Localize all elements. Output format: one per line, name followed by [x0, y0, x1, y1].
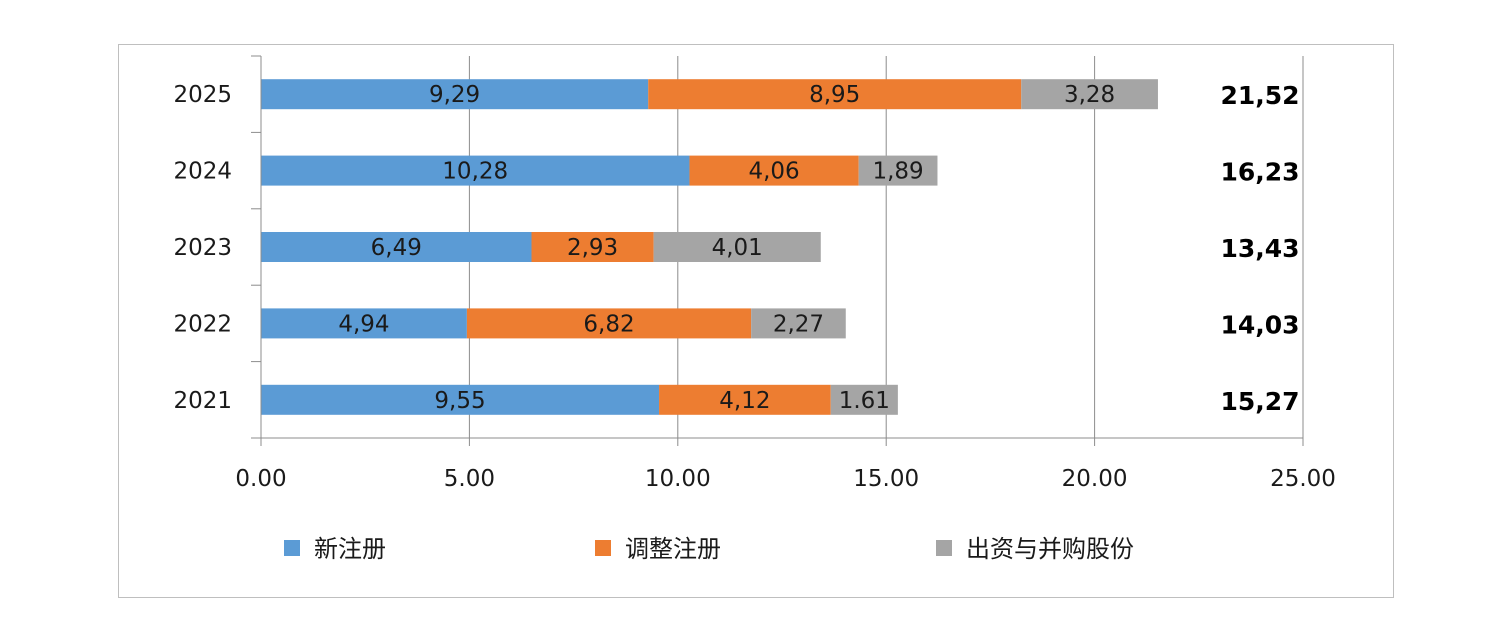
bar-segment — [830, 384, 898, 415]
data-label: 4,12 — [719, 388, 770, 414]
legend: 新注册 调整注册 出资与并购股份 — [284, 535, 1134, 563]
bar-segment — [648, 79, 1022, 110]
x-tick-label: 0.00 — [235, 466, 286, 492]
bar-segment — [858, 155, 938, 186]
data-label: 9,55 — [434, 388, 485, 414]
data-labels: 9,29 8,95 3,28 10,28 4,06 1,89 6,49 2,93 4,01 4,9… — [338, 82, 1115, 414]
legend-swatch — [284, 540, 300, 556]
total-label: 13,43 — [1220, 234, 1299, 263]
x-tick-label: 10.00 — [645, 466, 711, 492]
total-label: 21,52 — [1220, 81, 1299, 110]
bar-segment — [466, 308, 752, 339]
data-label: 10,28 — [442, 159, 508, 185]
category-tick-label: 2021 — [173, 388, 232, 414]
data-label: 2,93 — [567, 235, 618, 261]
data-label: 1,89 — [872, 159, 923, 185]
bar-segment — [261, 308, 467, 339]
data-label: 4,94 — [338, 311, 389, 337]
data-label: 4,01 — [712, 235, 763, 261]
legend-swatch — [936, 540, 952, 556]
total-label: 16,23 — [1220, 158, 1299, 187]
data-label: 9,29 — [429, 82, 480, 108]
x-tick-label: 15.00 — [853, 466, 919, 492]
bar-segment — [689, 155, 859, 186]
bar-segment — [261, 384, 660, 415]
bar-segment — [531, 232, 654, 262]
legend-label: 调整注册 — [625, 535, 721, 563]
axes: 2025 2024 2023 2022 2021 0.00 5.00 10.00 15.00 20… — [173, 55, 1336, 492]
bar-segment — [659, 384, 831, 415]
legend-swatch — [595, 540, 611, 556]
data-label: 1.61 — [839, 388, 890, 414]
data-label: 3,28 — [1064, 82, 1115, 108]
total-labels: 21,52 16,23 13,43 14,03 15,27 — [1220, 81, 1299, 416]
total-label: 14,03 — [1220, 310, 1299, 339]
category-tick-label: 2022 — [173, 311, 232, 337]
data-label: 8,95 — [809, 82, 860, 108]
bar-segment — [751, 308, 846, 339]
total-label: 15,27 — [1220, 387, 1299, 416]
bar-segment — [1021, 79, 1158, 110]
x-tick-label: 5.00 — [444, 466, 495, 492]
bars — [261, 79, 1158, 415]
x-tick-label: 25.00 — [1270, 466, 1336, 492]
bar-segment — [261, 232, 532, 262]
legend-label: 新注册 — [314, 535, 386, 563]
bar-segment — [653, 232, 821, 262]
category-tick-label: 2023 — [173, 235, 232, 261]
category-tick-label: 2025 — [173, 82, 232, 108]
data-label: 6,82 — [583, 311, 634, 337]
data-label: 2,27 — [773, 311, 824, 337]
bar-segment — [261, 79, 649, 110]
x-tick-label: 20.00 — [1062, 466, 1128, 492]
category-tick-label: 2024 — [173, 159, 232, 185]
bar-segment — [261, 155, 690, 186]
legend-label: 出资与并购股份 — [966, 535, 1134, 563]
data-label: 4,06 — [748, 159, 799, 185]
data-label: 6,49 — [371, 235, 422, 261]
